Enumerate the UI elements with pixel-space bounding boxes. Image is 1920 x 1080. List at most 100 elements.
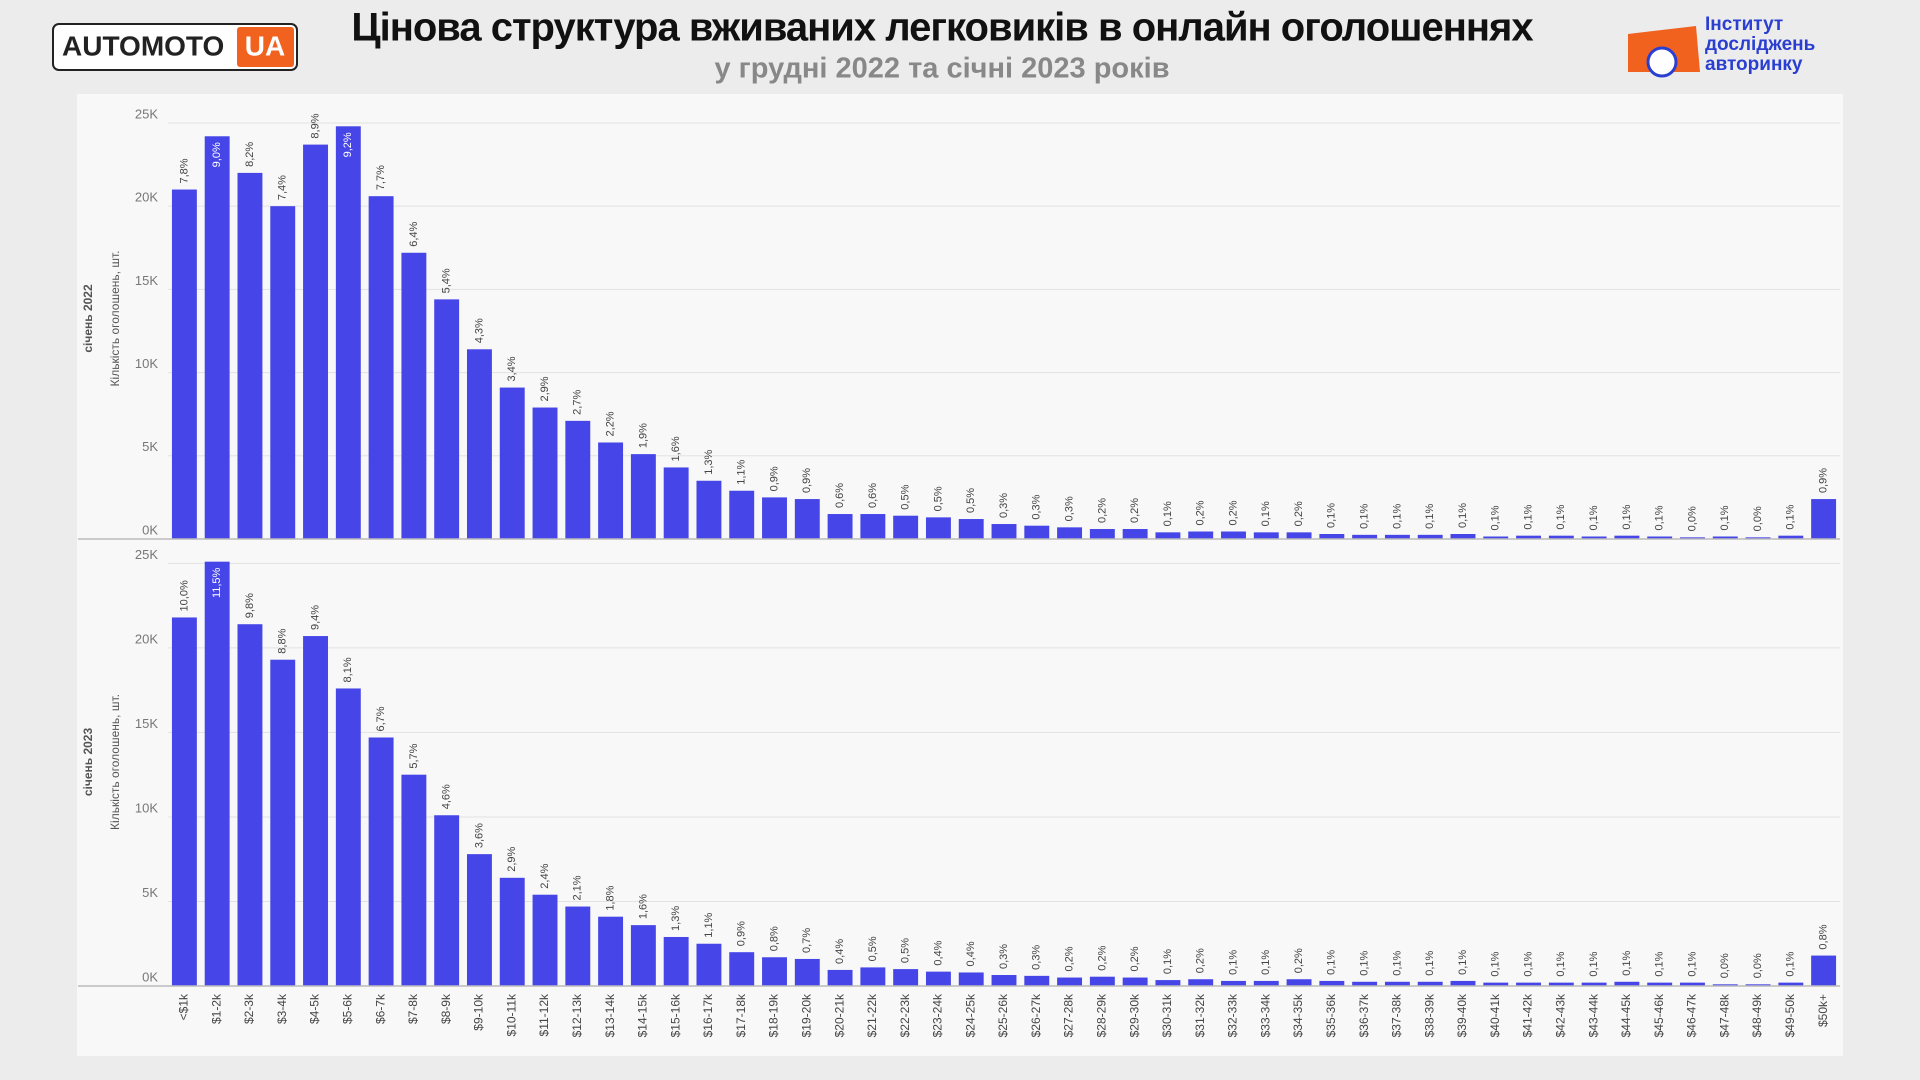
bar — [1286, 979, 1312, 986]
x-tick-label: $20-21k — [832, 993, 846, 1037]
bar-label: 0,1% — [1490, 505, 1502, 530]
logo-right-line: Інститут — [1705, 14, 1783, 35]
bar-label: 7,8% — [178, 158, 190, 183]
bar-label: 0,1% — [1359, 950, 1371, 975]
bar-label: 0,5% — [965, 488, 977, 513]
bar — [204, 561, 230, 986]
x-tick-label: $33-34k — [1258, 993, 1272, 1037]
bar — [1319, 980, 1345, 986]
bar — [1712, 536, 1738, 539]
y-tick-label: 0K — [142, 522, 158, 537]
bar — [762, 957, 787, 986]
bar-label: 0,4% — [932, 940, 944, 965]
bar — [335, 126, 361, 540]
bar — [1680, 982, 1705, 986]
bar — [630, 925, 656, 986]
bar — [565, 906, 591, 986]
x-tick-label: $28-29k — [1095, 993, 1109, 1037]
x-tick-label: $17-18k — [734, 993, 748, 1037]
x-tick-label: $29-30k — [1127, 993, 1141, 1037]
bar-label: 0,1% — [1162, 501, 1174, 526]
bar-label: 0,1% — [1654, 951, 1666, 976]
bar-label: 0,3% — [998, 493, 1010, 518]
bar-label: 0,2% — [1129, 498, 1141, 523]
bar — [958, 972, 984, 986]
bar-label: 8,1% — [342, 657, 354, 682]
bar-label: 0,1% — [1457, 950, 1469, 975]
bar — [270, 659, 296, 986]
bar-label: 0,6% — [867, 483, 879, 508]
bar — [598, 916, 624, 986]
bar — [1352, 981, 1378, 986]
y-tick-label: 15K — [135, 716, 158, 731]
bar-label: 0,3% — [1031, 494, 1043, 519]
bar-label: 9,8% — [244, 593, 256, 618]
y-tick-label: 20K — [135, 190, 158, 205]
bar-label: 1,3% — [670, 906, 682, 931]
bar — [401, 252, 427, 539]
bar-label: 0,3% — [1031, 945, 1043, 970]
logo-right-line: авторинку — [1705, 54, 1803, 75]
bar-label: 7,4% — [277, 175, 289, 200]
bar-label: 0,4% — [965, 941, 977, 966]
subtitle: у грудні 2022 та січні 2023 років — [714, 53, 1169, 85]
bar — [663, 936, 689, 986]
bar — [1024, 525, 1050, 539]
bar-label: 4,6% — [441, 784, 453, 809]
bar-label: 3,4% — [506, 356, 518, 381]
bar-label: 6,7% — [375, 706, 387, 731]
bar — [466, 349, 492, 539]
bar — [1680, 537, 1705, 539]
bar-label: 0,9% — [768, 466, 780, 491]
bar-label: 10,0% — [178, 580, 190, 611]
bar-label: 1,9% — [637, 423, 649, 448]
bar — [1253, 980, 1279, 986]
y-tick-label: 0K — [142, 969, 158, 984]
bar-label: 0,1% — [1359, 504, 1371, 529]
x-tick-label: $14-15k — [636, 993, 650, 1037]
bar-label: 6,4% — [408, 221, 420, 246]
x-tick-label: $10-11k — [504, 993, 518, 1036]
bar-label: 0,2% — [1195, 500, 1207, 525]
bar-label: 0,0% — [1752, 953, 1764, 978]
bar — [1581, 536, 1607, 539]
bar-label: 7,7% — [375, 165, 387, 190]
x-tick-label: $19-20k — [799, 993, 813, 1037]
bar-label: 2,9% — [506, 847, 518, 872]
y-tick-label: 10K — [135, 356, 158, 371]
bar — [794, 499, 820, 539]
bar — [270, 206, 296, 540]
bar — [434, 299, 460, 539]
bar — [1417, 981, 1443, 986]
x-tick-label: $8-9k — [439, 993, 453, 1024]
bar-label: 0,2% — [1293, 948, 1305, 973]
x-tick-label: $50k+ — [1816, 994, 1830, 1027]
bar — [532, 894, 558, 986]
x-tick-label: $31-32k — [1193, 993, 1207, 1037]
y-axis-title: січень 2023 — [81, 728, 95, 797]
bar-label: 0,1% — [1391, 950, 1403, 975]
bar — [565, 420, 591, 539]
bar-label: 0,8% — [1818, 924, 1830, 949]
bar — [893, 969, 919, 986]
bar-label: 0,0% — [1719, 953, 1731, 978]
bar — [1155, 532, 1181, 539]
logo-left-accent: UA — [245, 30, 285, 61]
title: Цінова структура вживаних легковиків в о… — [351, 6, 1533, 50]
x-tick-label: $30-31k — [1160, 993, 1174, 1037]
x-tick-label: $48-49k — [1750, 993, 1764, 1037]
bar — [1811, 955, 1837, 986]
bar-label: 0,1% — [1391, 504, 1403, 529]
bar-label: 0,8% — [768, 926, 780, 951]
bar — [434, 815, 460, 986]
bar — [630, 454, 656, 539]
bar — [532, 407, 558, 539]
bar — [1155, 980, 1181, 986]
bar — [303, 144, 328, 539]
x-tick-label: $44-45k — [1619, 993, 1633, 1037]
bar — [925, 517, 951, 539]
bar-label: 8,9% — [309, 113, 321, 138]
bar — [1811, 499, 1837, 539]
bar — [1778, 535, 1804, 539]
